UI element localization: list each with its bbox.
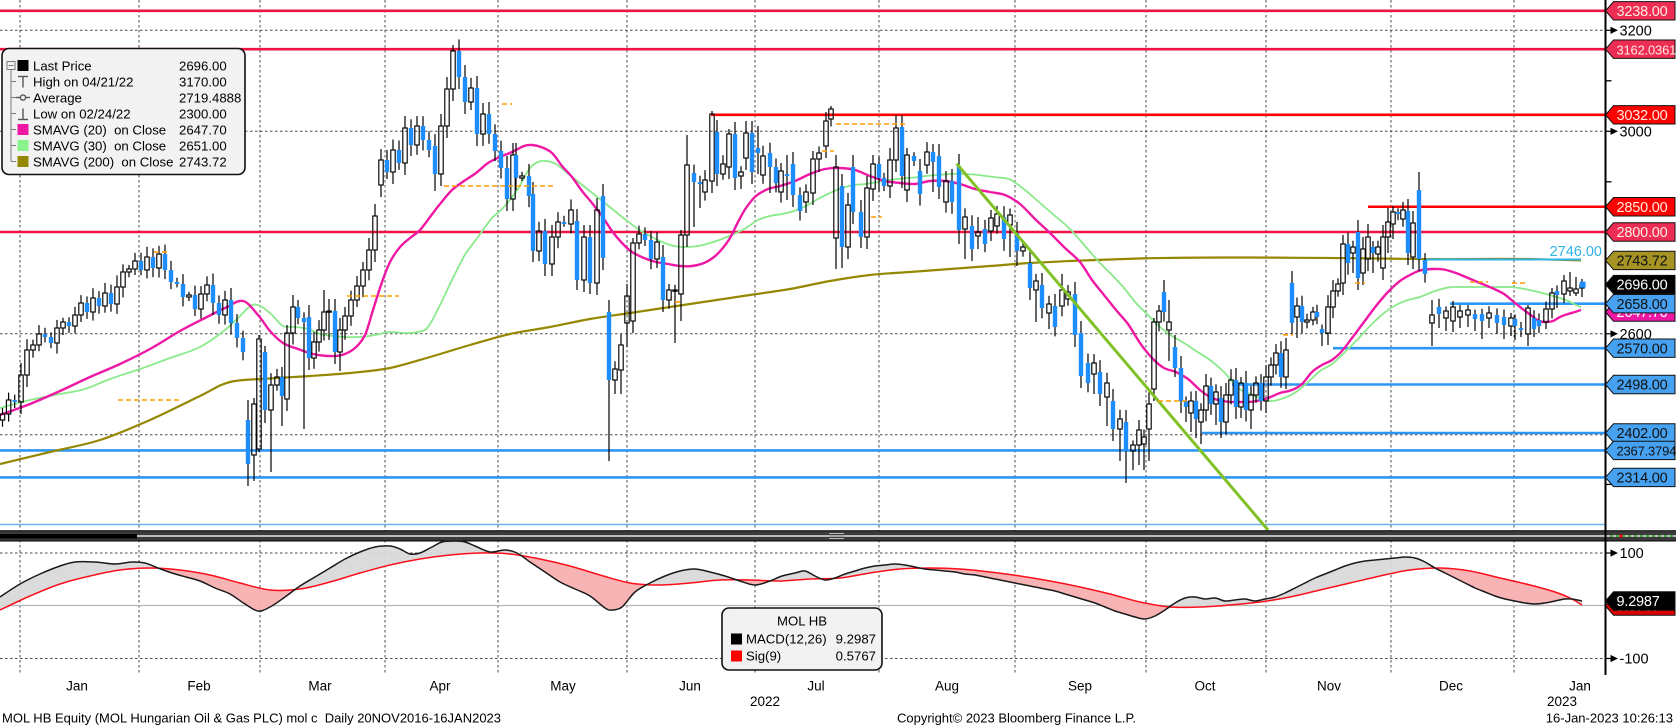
svg-text:2314.00: 2314.00 <box>1617 471 1668 487</box>
svg-text:9.2987: 9.2987 <box>836 632 876 647</box>
svg-text:Nov: Nov <box>1317 679 1341 694</box>
svg-text:2696.00: 2696.00 <box>1617 278 1668 294</box>
svg-text:Last Price: Last Price <box>33 58 92 73</box>
svg-text:May: May <box>550 679 576 694</box>
svg-text:2658.00: 2658.00 <box>1617 297 1668 313</box>
svg-text:Aug: Aug <box>935 679 959 694</box>
svg-text:2746.00: 2746.00 <box>1550 244 1602 260</box>
svg-text:Average: Average <box>33 90 82 105</box>
svg-text:3000: 3000 <box>1620 124 1652 140</box>
svg-text:Dec: Dec <box>1439 679 1463 694</box>
svg-text:MOL HB: MOL HB <box>777 614 827 629</box>
svg-text:Jul: Jul <box>807 679 824 694</box>
svg-text:2647.70: 2647.70 <box>179 122 227 137</box>
svg-text:2850.00: 2850.00 <box>1617 200 1668 216</box>
svg-text:SMAVG (30) on Close: SMAVG (30) on Close <box>33 138 166 153</box>
svg-text:16-Jan-2023 10:26:13: 16-Jan-2023 10:26:13 <box>1546 711 1673 726</box>
svg-text:2402.00: 2402.00 <box>1617 426 1668 442</box>
svg-text:Mar: Mar <box>308 679 332 694</box>
svg-text:3238.00: 3238.00 <box>1617 4 1668 20</box>
svg-text:2696.00: 2696.00 <box>179 58 227 73</box>
svg-text:Apr: Apr <box>429 679 451 694</box>
svg-text:Jan: Jan <box>66 679 88 694</box>
svg-text:Jan: Jan <box>1569 679 1591 694</box>
svg-text:Oct: Oct <box>1194 679 1215 694</box>
svg-text:2023: 2023 <box>1547 694 1577 709</box>
svg-text:3032.00: 3032.00 <box>1617 108 1668 124</box>
svg-text:2300.00: 2300.00 <box>179 106 227 121</box>
svg-text:2743.72: 2743.72 <box>179 154 227 169</box>
svg-text:Jun: Jun <box>679 679 701 694</box>
svg-text:100: 100 <box>1620 546 1644 562</box>
svg-text:3200: 3200 <box>1620 23 1652 39</box>
svg-text:Copyright© 2023 Bloomberg Fina: Copyright© 2023 Bloomberg Finance L.P. <box>897 711 1136 726</box>
svg-text:2719.4888: 2719.4888 <box>179 90 241 105</box>
svg-text:3162.0361: 3162.0361 <box>1617 42 1676 57</box>
svg-text:Sep: Sep <box>1068 679 1092 694</box>
svg-text:High on 04/21/22: High on 04/21/22 <box>33 74 133 89</box>
svg-text:9.2987: 9.2987 <box>1617 594 1660 610</box>
svg-text:Feb: Feb <box>187 679 210 694</box>
svg-text:2498.00: 2498.00 <box>1617 378 1668 394</box>
svg-text:2651.00: 2651.00 <box>179 138 227 153</box>
svg-text:-100: -100 <box>1620 652 1649 668</box>
svg-text:2743.72: 2743.72 <box>1617 254 1668 270</box>
svg-text:Sig(9): Sig(9) <box>746 649 781 664</box>
svg-text:Low on 02/24/22: Low on 02/24/22 <box>33 106 131 121</box>
svg-text:SMAVG (200) on Close: SMAVG (200) on Close <box>33 154 173 169</box>
svg-text:SMAVG (20) on Close: SMAVG (20) on Close <box>33 122 166 137</box>
svg-text:2367.3794: 2367.3794 <box>1617 444 1676 459</box>
svg-text:0.5767: 0.5767 <box>836 649 876 664</box>
svg-text:MACD(12,26): MACD(12,26) <box>746 632 827 647</box>
svg-text:2800.00: 2800.00 <box>1617 225 1668 241</box>
svg-text:2570.00: 2570.00 <box>1617 341 1668 357</box>
svg-text:3170.00: 3170.00 <box>179 74 227 89</box>
svg-text:MOL HB Equity (MOL Hungarian O: MOL HB Equity (MOL Hungarian Oil & Gas P… <box>2 711 501 726</box>
svg-text:2022: 2022 <box>750 694 780 709</box>
